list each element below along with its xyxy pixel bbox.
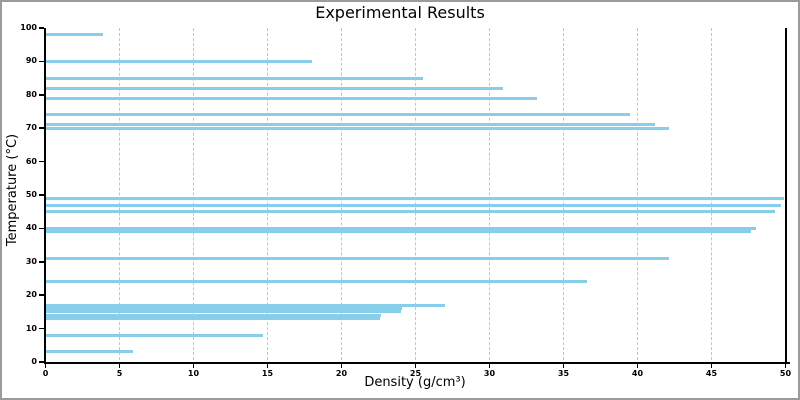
- bar-temp-3: [46, 350, 133, 354]
- y-tick-50: [39, 194, 44, 196]
- x-tick-label-0: 0: [42, 369, 49, 378]
- y-tick-70: [39, 127, 44, 129]
- bar-temp-14: [46, 313, 382, 317]
- x-tick-label-10: 10: [187, 369, 200, 378]
- chart-title: Experimental Results: [315, 3, 485, 22]
- gridline-x-15: [267, 28, 268, 360]
- x-axis-spine: [44, 362, 790, 364]
- x-tick-label-45: 45: [705, 369, 718, 378]
- gridline-x-10: [193, 28, 194, 360]
- bar-temp-8: [46, 333, 264, 337]
- bar-temp-39: [46, 230, 752, 234]
- bar-temp-40: [46, 226, 756, 230]
- y-tick-40: [39, 227, 44, 230]
- bar-temp-85: [46, 76, 423, 80]
- x-tick-15: [266, 364, 269, 368]
- gridline-x-40: [637, 28, 638, 360]
- y-tick-label-0: 0: [31, 357, 37, 366]
- y-tick-label-20: 20: [25, 290, 37, 300]
- y-tick-0: [39, 361, 44, 363]
- bar-temp-24: [46, 280, 588, 284]
- x-tick-10: [192, 364, 195, 368]
- bar-temp-82: [46, 86, 503, 90]
- bar-temp-31: [46, 256, 669, 260]
- x-tick-35: [562, 364, 565, 368]
- y-tick-label-50: 50: [25, 190, 37, 199]
- x-tick-30: [488, 364, 491, 368]
- x-tick-label-30: 30: [483, 369, 496, 378]
- y-tick-label-100: 100: [20, 23, 37, 32]
- bar-temp-45: [46, 210, 776, 214]
- bar-temp-90: [46, 59, 312, 63]
- y-tick-label-60: 60: [25, 156, 37, 166]
- bar-temp-71: [46, 123, 656, 127]
- x-axis-title: Density (g/cm³): [364, 375, 466, 390]
- gridline-x-20: [341, 28, 342, 360]
- bar-temp-47: [46, 203, 782, 207]
- x-tick-0: [44, 364, 47, 368]
- x-tick-20: [340, 364, 343, 368]
- x-tick-label-5: 5: [116, 369, 123, 378]
- bar-temp-98: [46, 33, 104, 37]
- y-tick-label-30: 30: [25, 256, 37, 266]
- gridline-x-45: [711, 28, 712, 360]
- y-tick-90: [39, 60, 44, 63]
- x-tick-label-35: 35: [557, 369, 570, 378]
- right-spine: [785, 28, 787, 364]
- bar-temp-16: [46, 307, 403, 311]
- y-tick-60: [39, 160, 44, 163]
- bar-temp-74: [46, 113, 631, 117]
- x-tick-label-50: 50: [779, 369, 792, 378]
- gridline-x-5: [119, 28, 120, 360]
- bar-temp-15: [46, 310, 401, 314]
- x-tick-50: [784, 364, 787, 368]
- gridline-x-35: [563, 28, 564, 360]
- y-tick-label-80: 80: [25, 89, 37, 99]
- x-tick-25: [414, 364, 417, 368]
- y-tick-label-70: 70: [25, 123, 37, 133]
- x-tick-5: [118, 364, 121, 368]
- y-tick-label-10: 10: [25, 323, 37, 333]
- gridline-x-30: [489, 28, 490, 360]
- x-tick-label-20: 20: [335, 369, 348, 378]
- y-axis-spine: [44, 28, 46, 364]
- y-tick-10: [39, 327, 44, 330]
- y-tick-80: [39, 94, 44, 96]
- y-tick-20: [39, 294, 44, 296]
- bar-temp-79: [46, 96, 537, 100]
- y-tick-30: [39, 261, 44, 263]
- x-tick-label-15: 15: [261, 369, 274, 378]
- x-tick-45: [710, 364, 713, 368]
- y-tick-100: [39, 27, 44, 29]
- bar-temp-49: [46, 196, 785, 200]
- bar-temp-70: [46, 126, 669, 130]
- x-tick-40: [636, 364, 639, 368]
- bar-temp-17: [46, 303, 446, 307]
- y-tick-label-90: 90: [25, 56, 37, 66]
- x-tick-label-40: 40: [631, 369, 644, 378]
- gridline-x-25: [415, 28, 416, 360]
- x-tick-label-25: 25: [409, 369, 422, 378]
- bar-temp-13: [46, 317, 380, 321]
- y-tick-label-40: 40: [25, 223, 37, 233]
